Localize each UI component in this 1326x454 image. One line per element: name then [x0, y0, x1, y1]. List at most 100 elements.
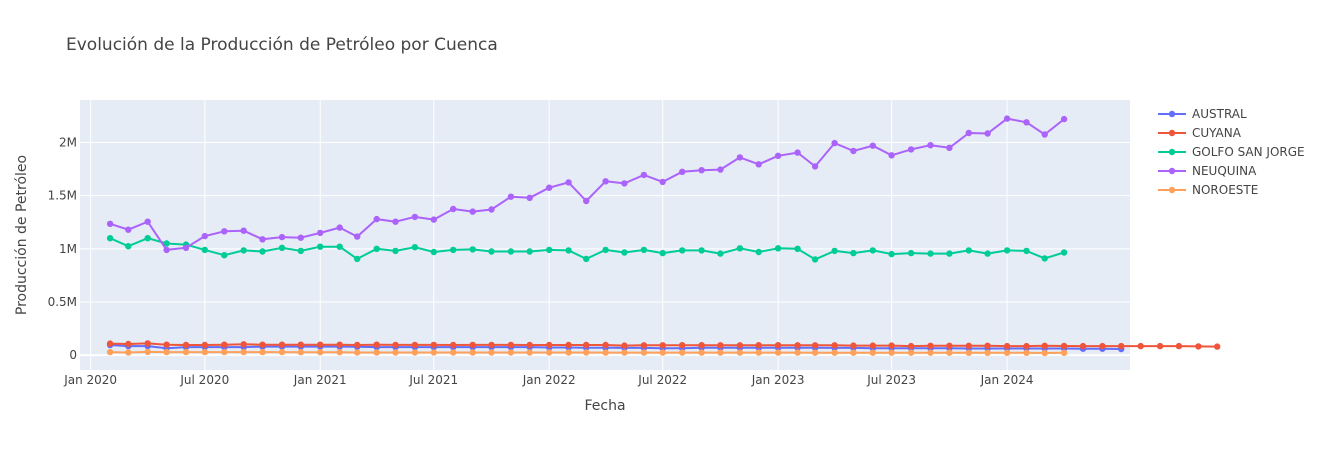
data-point — [469, 246, 476, 253]
data-point — [1099, 342, 1106, 350]
data-point — [546, 349, 553, 356]
data-point — [583, 341, 590, 349]
data-point — [526, 341, 533, 349]
data-point — [831, 342, 838, 349]
data-point — [602, 349, 609, 356]
series-golfo-san-jorge — [106, 235, 1068, 263]
data-point — [888, 152, 895, 159]
data-point — [297, 247, 304, 255]
legend-item[interactable]: GOLFO SAN JORGE — [1158, 145, 1305, 159]
data-point — [565, 349, 572, 356]
data-point — [1041, 349, 1048, 357]
data-point — [469, 208, 476, 215]
data-point — [392, 218, 399, 225]
data-point — [106, 340, 114, 347]
data-point — [411, 213, 419, 221]
data-point — [507, 349, 515, 356]
x-tick-label: Jul 2022 — [637, 373, 687, 387]
data-point — [526, 194, 533, 201]
legend-label: CUYANA — [1192, 126, 1242, 140]
data-point — [182, 348, 190, 356]
data-point — [163, 240, 170, 247]
data-point — [221, 341, 228, 348]
x-tick-label: Jan 2020 — [63, 373, 117, 387]
data-point — [794, 342, 801, 349]
data-point — [774, 245, 782, 252]
data-point — [354, 233, 361, 240]
data-point — [1041, 255, 1048, 262]
data-point — [526, 349, 533, 356]
data-point — [1003, 349, 1011, 356]
data-point — [679, 349, 686, 356]
legend-item[interactable]: CUYANA — [1158, 126, 1242, 140]
data-point — [1118, 342, 1125, 350]
legend-item[interactable]: NOROESTE — [1158, 183, 1258, 197]
data-point — [392, 247, 399, 255]
data-point — [774, 152, 782, 159]
data-point — [336, 341, 343, 348]
data-point — [1214, 343, 1221, 350]
y-axis-label: Producción de Petróleo — [14, 155, 30, 315]
data-point — [965, 349, 972, 356]
y-tick-label: 1M — [59, 242, 77, 256]
data-point — [1023, 119, 1030, 126]
data-point — [946, 342, 953, 349]
data-point — [450, 349, 457, 356]
data-point — [259, 348, 266, 356]
data-point — [450, 341, 457, 349]
data-point — [392, 341, 399, 349]
x-tick-label: Jan 2024 — [980, 373, 1034, 387]
data-point — [317, 229, 324, 237]
data-point — [869, 349, 876, 356]
data-point — [794, 149, 801, 156]
data-point — [430, 248, 437, 256]
data-point — [430, 216, 437, 223]
data-point — [336, 349, 343, 356]
data-point — [1060, 349, 1068, 356]
data-point — [717, 250, 724, 257]
data-point — [1023, 349, 1030, 356]
y-axis-ticks: 0 0.5M 1M 1.5M 2M — [48, 136, 77, 363]
legend-label: GOLFO SAN JORGE — [1192, 145, 1305, 159]
data-point — [621, 249, 628, 256]
data-point — [163, 246, 170, 254]
data-point — [565, 341, 572, 349]
data-point — [907, 342, 915, 350]
data-point — [354, 349, 361, 356]
legend-swatch-marker — [1168, 148, 1176, 156]
legend-swatch-marker — [1168, 110, 1176, 118]
data-point — [698, 247, 705, 254]
data-point — [221, 348, 228, 356]
legend-label: NOROESTE — [1192, 183, 1258, 197]
data-point — [259, 248, 266, 255]
data-point — [565, 179, 572, 186]
data-point — [450, 205, 457, 213]
data-point — [125, 349, 132, 356]
legend-item[interactable]: AUSTRAL — [1158, 107, 1247, 121]
data-point — [507, 193, 515, 200]
data-point — [698, 349, 705, 356]
data-point — [469, 349, 476, 356]
data-point — [565, 247, 572, 254]
x-tick-label: Jan 2022 — [522, 373, 576, 387]
legend-item[interactable]: NEUQUINA — [1158, 164, 1257, 178]
data-point — [1137, 342, 1144, 350]
legend-label: NEUQUINA — [1192, 164, 1257, 178]
data-point — [182, 341, 190, 349]
data-point — [411, 244, 419, 251]
data-point — [640, 246, 648, 254]
legend[interactable]: AUSTRAL CUYANA GOLFO SAN JORGE NEUQUINA NORO… — [1158, 107, 1305, 197]
data-point — [450, 246, 457, 254]
data-point — [755, 349, 762, 356]
y-tick-label: 2M — [59, 136, 77, 150]
data-point — [430, 349, 437, 356]
data-point — [546, 341, 553, 349]
data-point — [163, 341, 170, 348]
data-point — [221, 252, 228, 259]
data-point — [488, 349, 495, 356]
data-point — [1041, 131, 1048, 138]
data-point — [659, 349, 666, 356]
data-point — [602, 246, 609, 254]
data-point — [965, 247, 972, 254]
